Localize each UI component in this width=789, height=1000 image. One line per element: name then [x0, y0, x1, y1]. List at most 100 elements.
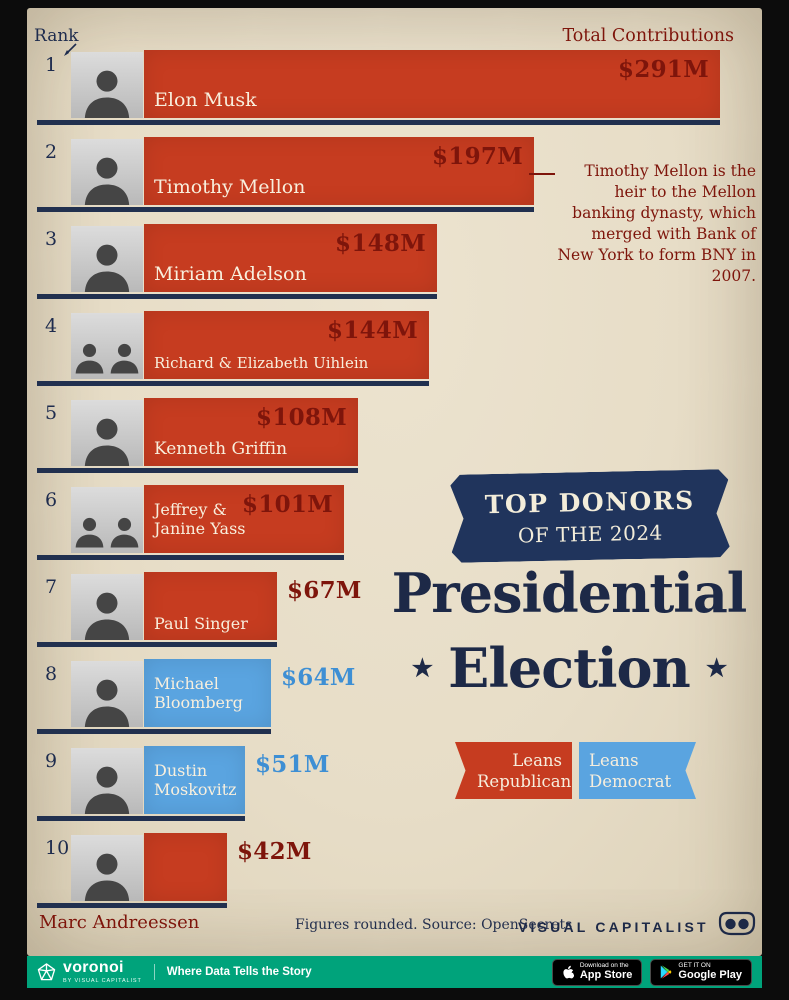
voronoi-brand: voronoi BY VISUAL CAPITALIST — [63, 960, 142, 985]
donor-photo — [71, 835, 143, 901]
donor-photo — [71, 748, 143, 814]
person-icon — [75, 343, 104, 374]
row-underline — [37, 555, 344, 560]
donor-bar: $291M Elon Musk — [144, 50, 720, 118]
app-store-badge[interactable]: Download on the App Store — [551, 958, 643, 986]
voronoi-footer-bar: voronoi BY VISUAL CAPITALIST Where Data … — [27, 956, 762, 988]
mellon-annotation: Timothy Mellon is the heir to the Mellon… — [557, 162, 756, 285]
rank-label: 2 — [45, 141, 58, 163]
app-store-line2: App Store — [579, 969, 633, 982]
donor-bar: Paul Singer — [144, 572, 277, 640]
source-note: Figures rounded. Source: OpenSecrets — [295, 917, 573, 933]
banner-line1: TOP DONORS — [484, 485, 695, 520]
donor-amount: $291M — [618, 56, 709, 83]
row-underline — [37, 120, 720, 125]
rank-arrow-icon — [64, 43, 77, 56]
person-icon — [84, 244, 130, 292]
rank-label: 5 — [45, 402, 58, 424]
donor-name: Jeffrey & Janine Yass — [154, 499, 246, 538]
donor-photo — [71, 52, 143, 118]
donor-amount: $67M — [287, 577, 362, 604]
person-icon — [84, 157, 130, 205]
person-icon — [110, 517, 139, 548]
donor-row: 6 $101M Jeffrey & Janine Yass — [37, 485, 762, 560]
row-underline — [37, 729, 271, 734]
infographic-canvas: Rank Total Contributions 1 $291M Elon Mus… — [27, 8, 762, 956]
donor-amount: $64M — [281, 664, 356, 691]
store-badges: Download on the App Store GET IT ON Goog… — [551, 958, 752, 986]
star-icon: ★ — [411, 653, 433, 682]
app-store-line1: Download on the — [579, 961, 629, 969]
visual-capitalist-logo-icon — [718, 911, 756, 936]
donor-photo — [71, 139, 143, 205]
donor-name: Dustin Moskovitz — [154, 760, 237, 799]
banner-line2: OF THE 2024 — [517, 520, 664, 548]
donor-amount: $42M — [237, 838, 312, 865]
donor-bar: Michael Bloomberg — [144, 659, 271, 727]
donor-amount: $101M — [242, 491, 333, 518]
donor-name: Kenneth Griffin — [154, 439, 288, 459]
donor-row: 5 $108M Kenneth Griffin — [37, 398, 762, 473]
donor-name: Michael Bloomberg — [154, 673, 243, 712]
apple-icon — [563, 965, 574, 978]
donor-photo — [71, 487, 143, 553]
star-icon: ★ — [705, 653, 727, 682]
donor-bar: $197M Timothy Mellon — [144, 137, 534, 205]
donor-photo — [71, 574, 143, 640]
voronoi-tagline: Where Data Tells the Story — [166, 966, 312, 978]
row-underline — [37, 207, 534, 212]
donor-amount: $148M — [335, 230, 426, 257]
donor-row: 1 $291M Elon Musk — [37, 50, 762, 125]
google-play-icon — [661, 965, 672, 979]
rank-label: 8 — [45, 663, 58, 685]
rank-label: 1 — [45, 54, 58, 76]
person-icon — [84, 592, 130, 640]
google-play-badge[interactable]: GET IT ON Google Play — [650, 958, 752, 986]
rank-label: 3 — [45, 228, 58, 250]
donor-bar: $101M Jeffrey & Janine Yass — [144, 485, 344, 553]
person-icon — [84, 70, 130, 118]
donor-name: Miriam Adelson — [154, 263, 307, 285]
google-play-line1: GET IT ON — [678, 961, 711, 969]
row-underline — [37, 468, 358, 473]
person-icon — [84, 766, 130, 814]
legend-democrat: Leans Democrat — [579, 742, 696, 799]
donor-bar: $144M Richard & Elizabeth Uihlein — [144, 311, 429, 379]
total-contributions-label: Total Contributions — [562, 26, 734, 46]
rank-label: 7 — [45, 576, 58, 598]
donor-amount: $144M — [327, 317, 418, 344]
donor-name: Elon Musk — [154, 89, 257, 111]
donor-bar: $148M Miriam Adelson — [144, 224, 437, 292]
footer-divider — [153, 964, 155, 980]
rank-label: 9 — [45, 750, 58, 772]
rank-label: 10 — [45, 837, 70, 859]
donor-name: Timothy Mellon — [154, 176, 306, 198]
donor-bar — [144, 833, 227, 901]
legend-republican: Leans Republican — [455, 742, 572, 799]
visual-capitalist-wordmark: VISUAL CAPITALIST — [518, 919, 709, 935]
donor-amount: $197M — [432, 143, 523, 170]
row-underline — [37, 294, 437, 299]
voronoi-logo-icon — [37, 962, 56, 980]
rank-label: 4 — [45, 315, 58, 337]
donor-photo — [71, 400, 143, 466]
donor-name: Marc Andreessen — [39, 912, 200, 933]
legend: Leans Republican Leans Democrat — [455, 742, 696, 799]
donor-row: 3 $148M Miriam Adelson — [37, 224, 762, 299]
rank-label: 6 — [45, 489, 58, 511]
donor-row: 9 Dustin Moskovitz $51M — [37, 746, 762, 821]
person-icon — [84, 853, 130, 901]
main-title: Presidential ★ Election ★ — [371, 557, 767, 707]
google-play-line2: Google Play — [678, 969, 742, 982]
rank-header-label: Rank — [34, 26, 79, 46]
row-underline — [37, 381, 429, 386]
donor-row: 7 Paul Singer $67M — [37, 572, 762, 647]
person-icon — [84, 679, 130, 727]
person-icon — [110, 343, 139, 374]
donor-row: 8 Michael Bloomberg $64M — [37, 659, 762, 734]
main-title-line2: ★ Election ★ — [371, 629, 767, 707]
donor-rows: 1 $291M Elon Musk 2 $197M Timothy Mellon 3 — [37, 50, 762, 933]
donor-photo — [71, 226, 143, 292]
person-icon — [84, 418, 130, 466]
